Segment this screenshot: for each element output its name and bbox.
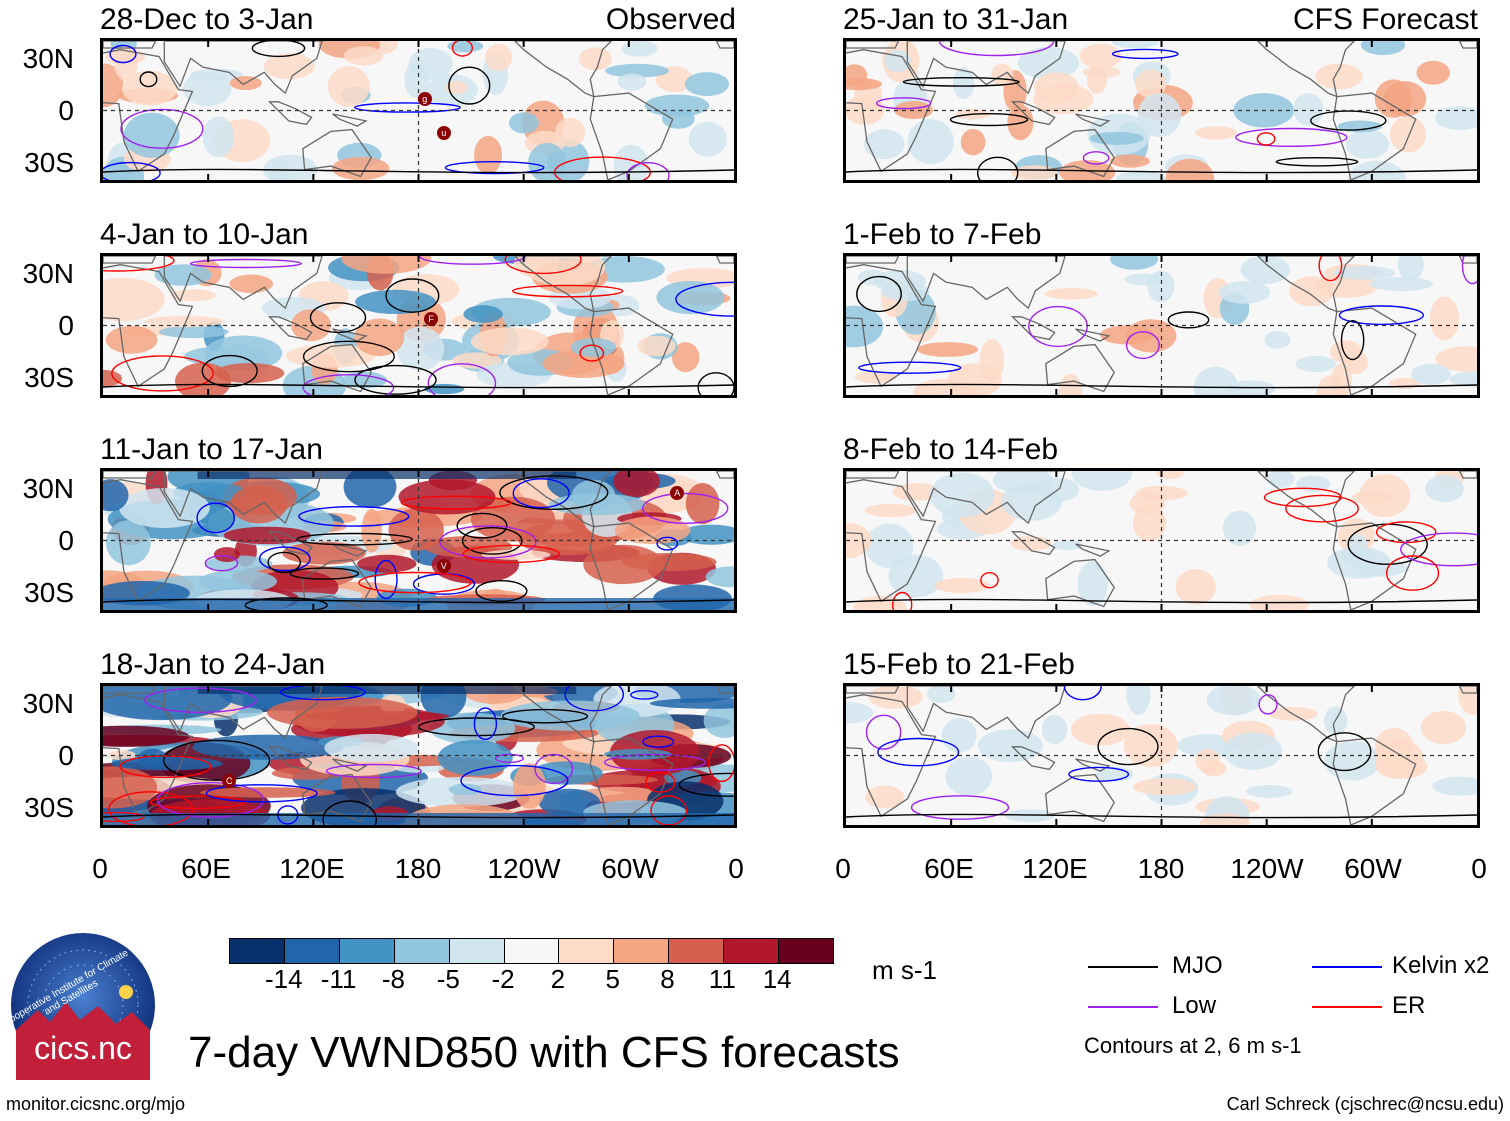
lat-label-0: 0 xyxy=(58,310,74,341)
logo-text: cics.nc xyxy=(34,1030,132,1066)
lat-label-0: 0 xyxy=(58,525,74,556)
footer-credit: Carl Schreck (cjschrec@ncsu.edu) xyxy=(1226,1094,1504,1114)
colorbar-swatch xyxy=(284,939,340,963)
lon-label: 60W xyxy=(601,853,659,884)
lon-label: 180 xyxy=(1137,853,1185,884)
map-panel-fcst-1 xyxy=(843,38,1480,183)
storm-marker: A xyxy=(670,486,685,501)
lat-label-30n: 30N xyxy=(22,688,74,719)
legend-line-kelvin xyxy=(1312,966,1382,968)
storm-marker: C xyxy=(222,773,237,788)
storm-marker: g xyxy=(417,92,432,107)
observed-label: Observed xyxy=(605,3,736,36)
legend-line-mjo xyxy=(1088,966,1158,968)
legend-label-er: ER xyxy=(1392,992,1426,1019)
colorbar-swatch xyxy=(449,939,505,963)
colorbar-swatch xyxy=(614,939,670,963)
lon-label: 0 xyxy=(92,853,108,884)
map-panel-fcst-3 xyxy=(843,468,1480,613)
storm-marker: F xyxy=(424,311,439,326)
colorbar-swatch xyxy=(724,939,780,963)
legend-label-mjo: MJO xyxy=(1172,952,1223,979)
map-panel-obs-4: C xyxy=(100,683,737,828)
legend-label-low: Low xyxy=(1172,992,1217,1019)
colorbar xyxy=(229,938,834,964)
colorbar-tick-label: -14 xyxy=(265,964,303,994)
forecast-label: CFS Forecast xyxy=(1292,3,1478,36)
legend-line-low xyxy=(1088,1006,1158,1008)
colorbar-swatch xyxy=(559,939,615,963)
footer-url[interactable]: monitor.cicsnc.org/mjo xyxy=(6,1094,186,1114)
colorbar-swatch xyxy=(394,939,450,963)
lon-label: 0 xyxy=(835,853,851,884)
lat-label-30s: 30S xyxy=(24,147,74,178)
panel-title-fcst-4: 15-Feb to 21-Feb xyxy=(843,648,1075,681)
storm-marker: V xyxy=(436,558,451,573)
lon-label: 60W xyxy=(1344,853,1402,884)
lon-label: 60E xyxy=(924,853,974,884)
lon-label: 180 xyxy=(394,853,442,884)
colorbar-tick-label: 2 xyxy=(550,964,566,994)
colorbar-swatch xyxy=(339,939,395,963)
lat-label-30n: 30N xyxy=(22,473,74,504)
colorbar-units: m s-1 xyxy=(872,955,937,985)
legend-line-er xyxy=(1312,1006,1382,1008)
storm-marker: u xyxy=(436,125,451,140)
lat-label-30s: 30S xyxy=(24,792,74,823)
map-panel-obs-2: F xyxy=(100,253,737,398)
map-panel-fcst-2 xyxy=(843,253,1480,398)
lat-label-0: 0 xyxy=(58,95,74,126)
panel-title-obs-4: 18-Jan to 24-Jan xyxy=(100,648,326,681)
colorbar-swatch xyxy=(230,939,285,963)
panel-title-fcst-1: 25-Jan to 31-Jan xyxy=(843,3,1069,36)
lon-label: 120E xyxy=(1022,853,1088,884)
colorbar-tick-label: 11 xyxy=(708,964,736,994)
lat-label-30s: 30S xyxy=(24,362,74,393)
panel-title-fcst-2: 1-Feb to 7-Feb xyxy=(843,218,1042,251)
main-title: 7-day VWND850 with CFS forecasts xyxy=(188,1028,900,1077)
map-panel-fcst-4 xyxy=(843,683,1480,828)
lat-label-30n: 30N xyxy=(22,258,74,289)
lon-label: 120W xyxy=(487,853,561,884)
colorbar-tick-label: 8 xyxy=(660,964,675,994)
lat-label-30n: 30N xyxy=(22,43,74,74)
colorbar-tick-label: -8 xyxy=(381,964,406,994)
lat-label-0: 0 xyxy=(58,740,74,771)
colorbar-swatch xyxy=(669,939,725,963)
colorbar-tick-label: -11 xyxy=(320,964,357,994)
cics-logo: Cooperative Institute for Climate and Sa… xyxy=(1,930,158,1080)
lon-label: 120W xyxy=(1230,853,1304,884)
legend-note: Contours at 2, 6 m s-1 xyxy=(1084,1033,1302,1058)
colorbar-tick-label: 14 xyxy=(762,964,792,994)
panel-title-fcst-3: 8-Feb to 14-Feb xyxy=(843,433,1059,466)
lon-label: 120E xyxy=(279,853,345,884)
colorbar-swatch xyxy=(504,939,560,963)
colorbar-swatch xyxy=(779,939,833,963)
colorbar-tick-label: -2 xyxy=(491,964,515,994)
panel-title-obs-3: 11-Jan to 17-Jan xyxy=(100,433,323,466)
lat-label-30s: 30S xyxy=(24,577,74,608)
colorbar-tick-label: -5 xyxy=(436,964,460,994)
lon-label: 60E xyxy=(181,853,231,884)
legend-label-kelvin: Kelvin x2 xyxy=(1392,952,1490,979)
panel-title-obs-1: 28-Dec to 3-Jan xyxy=(100,3,314,36)
colorbar-tick-label: 5 xyxy=(605,964,620,994)
lon-label: 0 xyxy=(1471,853,1487,884)
lon-label: 0 xyxy=(728,853,744,884)
panel-title-obs-2: 4-Jan to 10-Jan xyxy=(100,218,309,251)
